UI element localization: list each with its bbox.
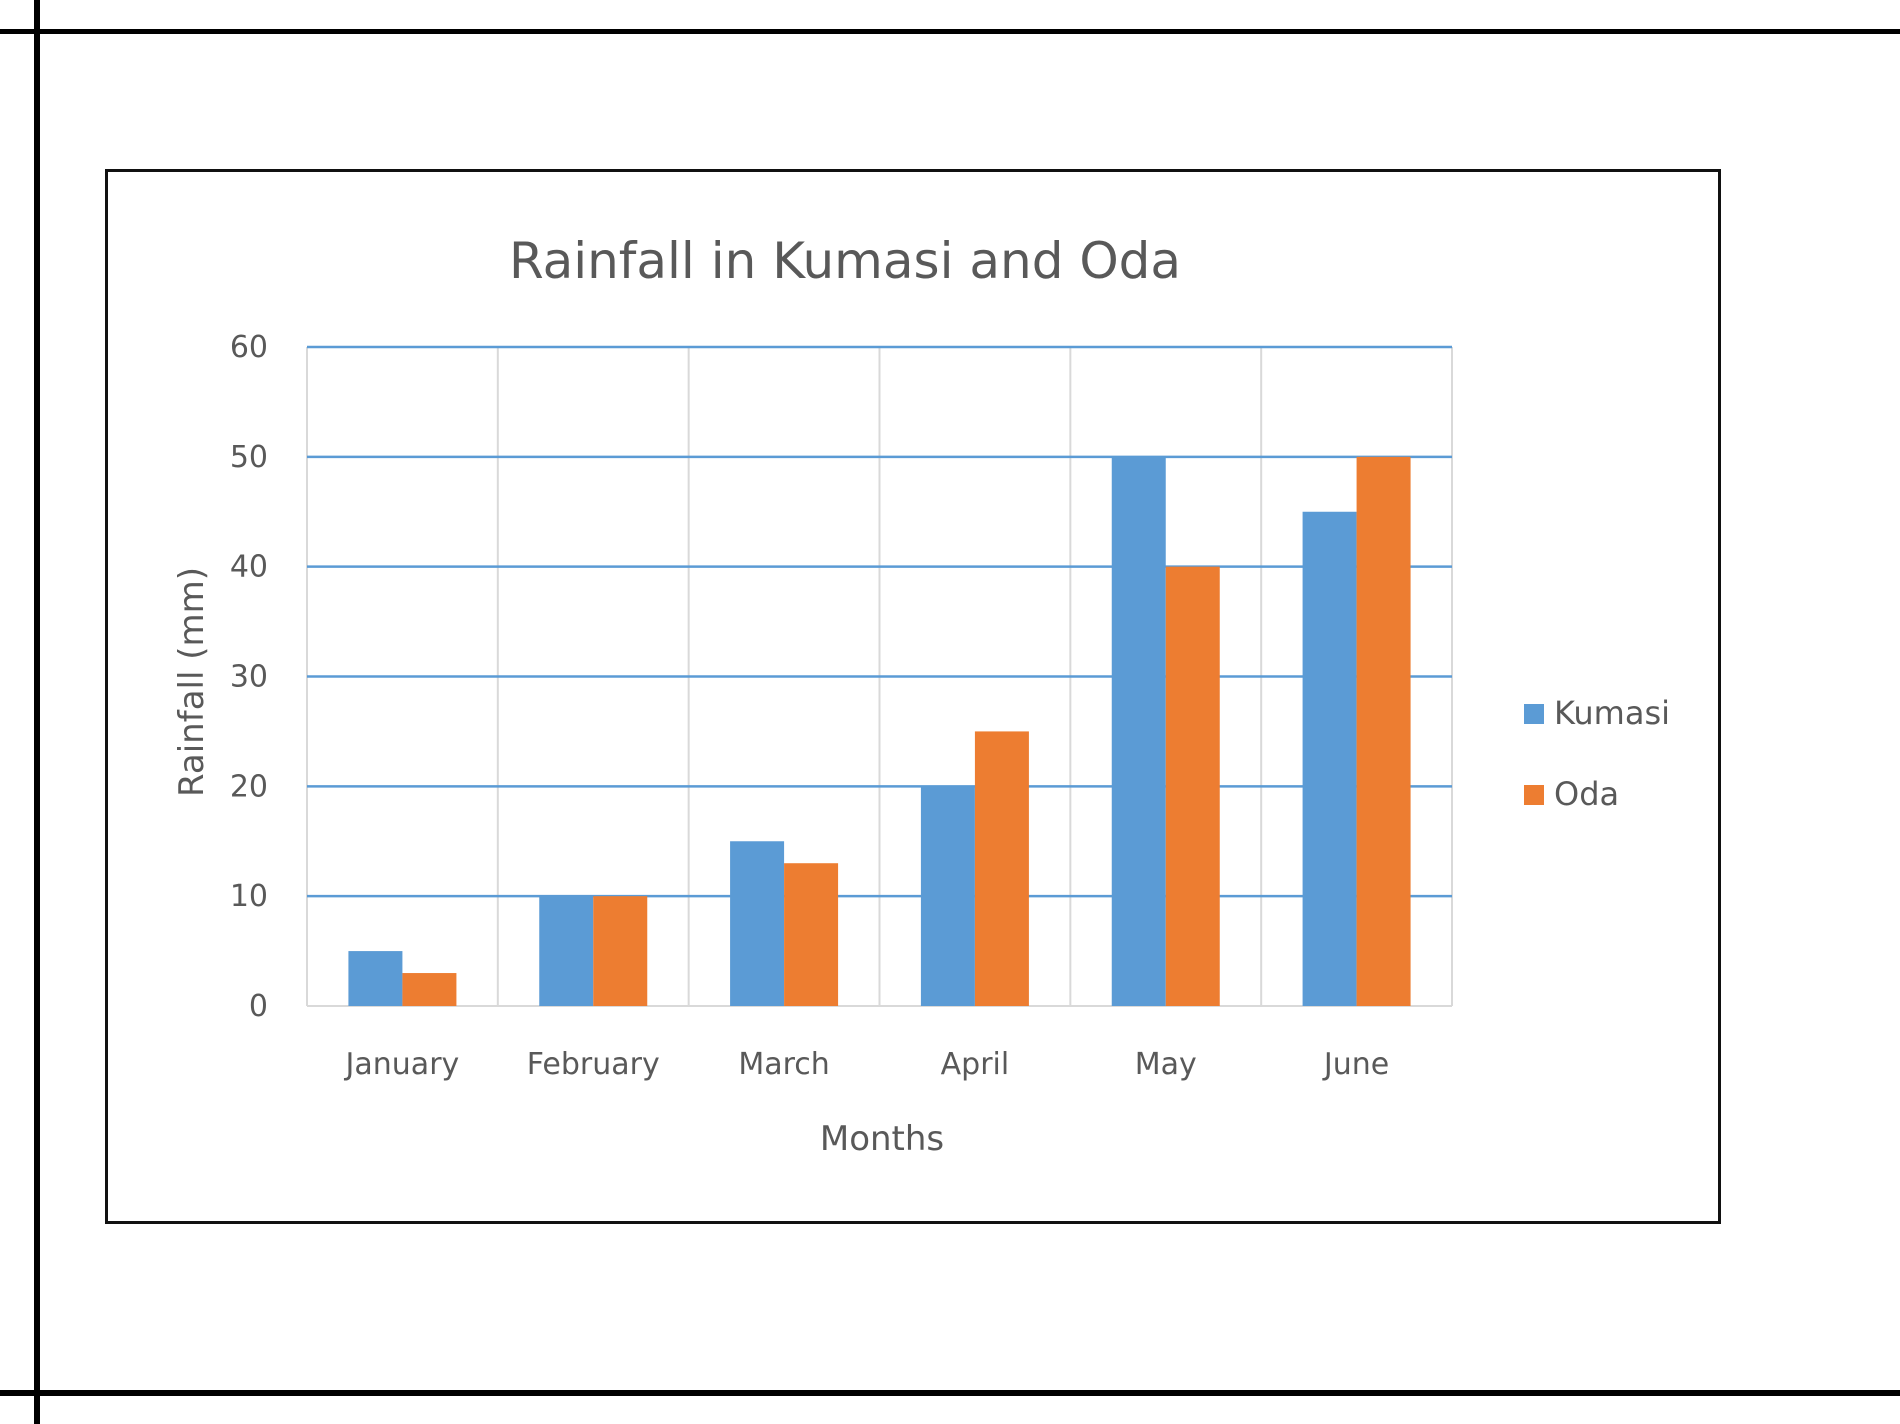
chart-title: Rainfall in Kumasi and Oda [509,232,1181,290]
x-axis-title: Months [820,1119,944,1159]
y-tick-label: 40 [230,550,268,585]
bar-oda-april [974,731,1029,1006]
bar-kumasi-april [920,786,975,1006]
legend-label-kumasi: Kumasi [1554,694,1670,732]
legend-swatch-oda [1524,785,1544,805]
x-tick-label: March [738,1047,829,1082]
x-tick-label: June [1322,1047,1389,1082]
y-axis-title: Rainfall (mm) [172,567,212,797]
grid-layer [306,345,1453,1007]
y-tick-label: 10 [230,879,268,914]
y-tick-label: 0 [249,989,268,1024]
y-tick-label: 50 [230,440,268,475]
x-tick-label: April [941,1047,1010,1082]
x-tick-label: May [1135,1047,1197,1082]
bar-oda-january [402,973,457,1006]
y-tick-label: 30 [230,660,268,695]
legend-label-oda: Oda [1554,775,1619,813]
page-border-top [0,29,1900,34]
bar-kumasi-june [1302,511,1357,1006]
x-tick-label: February [527,1047,660,1082]
bar-oda-may [1165,566,1220,1006]
x-tick-label: January [344,1047,460,1082]
legend: Kumasi Oda [1524,694,1670,813]
bar-kumasi-march [730,841,785,1006]
page-border-left [34,0,40,1424]
bar-oda-march [784,863,839,1006]
legend-swatch-kumasi [1524,704,1544,724]
bar-kumasi-february [539,896,594,1006]
page-border-bottom [0,1390,1900,1396]
y-tick-label: 60 [230,330,268,365]
bars-layer [348,456,1411,1006]
ticks-layer: 0 10 20 30 40 50 60 January February March April Ma… [230,330,1389,1082]
y-tick-label: 20 [230,769,268,804]
bar-oda-february [593,896,648,1006]
bar-kumasi-january [348,951,403,1006]
bar-oda-june [1356,456,1411,1006]
bar-kumasi-may [1111,456,1166,1006]
